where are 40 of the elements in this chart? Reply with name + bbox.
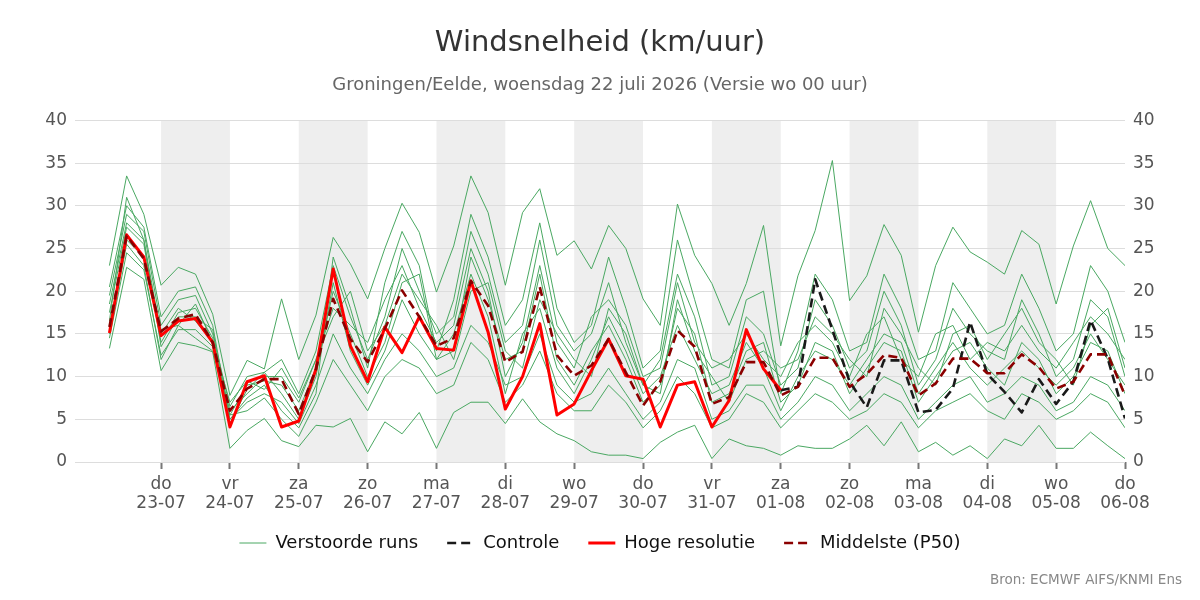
y2-tick-label: 20	[1133, 279, 1155, 300]
y2-tick-label: 10	[1133, 365, 1155, 386]
y-tick-label: 5	[56, 407, 67, 428]
x-tick-label: vr 31-07	[687, 472, 737, 512]
y2-tick-label: 25	[1133, 236, 1155, 257]
chart-subtitle: Groningen/Eelde, woensdag 22 juli 2026 (Versie wo 00 uur)	[332, 73, 868, 95]
text: Bron: ECMWF AIFS/KNMI Ens	[989, 570, 1182, 587]
x-tick-label: zo 26-07	[342, 472, 393, 512]
y-tick-label: 0	[56, 450, 67, 471]
x-tick-label: wo 05-08	[1031, 472, 1081, 512]
legend-label: Hoge resolutie	[624, 530, 756, 552]
x-tick-label: ma 27-07	[411, 472, 462, 512]
x-tick-label: ma 03-08	[893, 472, 944, 512]
y-tick-label: 20	[45, 279, 67, 300]
x-tick-label: za 01-08	[756, 472, 806, 512]
legend-label: Verstoorde runs	[275, 530, 419, 552]
y-tick-label: 35	[45, 151, 67, 172]
y2-tick-label: 15	[1133, 322, 1155, 343]
x-tick-label: za 25-07	[274, 472, 324, 512]
x-tick-label: di 04-08	[962, 472, 1012, 512]
y2-tick-label: 35	[1133, 151, 1155, 172]
y-tick-label: 10	[45, 365, 67, 386]
chart-title: Windsnelheid (km/uur)	[434, 23, 766, 58]
x-tick-label: vr 24-07	[205, 472, 255, 512]
x-tick-label: wo 29-07	[549, 472, 599, 512]
x-tick-label: do 30-07	[618, 472, 668, 512]
y-tick-label: 15	[45, 322, 67, 343]
legend-label: Controle	[483, 530, 560, 552]
legend-label: Middelste (P50)	[820, 530, 961, 552]
y2-tick-label: 5	[1133, 407, 1144, 428]
y-tick-label: 30	[45, 194, 67, 215]
y2-tick-label: 30	[1133, 194, 1155, 215]
y2-tick-label: 40	[1133, 108, 1155, 129]
y-tick-label: 40	[45, 108, 67, 129]
x-tick-label: di 28-07	[480, 472, 531, 512]
y2-tick-label: 0	[1133, 450, 1144, 471]
x-tick-label: zo 02-08	[824, 472, 875, 512]
y-tick-label: 25	[45, 236, 67, 257]
x-tick-label: do 06-08	[1100, 472, 1150, 512]
x-tick-label: do 23-07	[136, 472, 186, 512]
